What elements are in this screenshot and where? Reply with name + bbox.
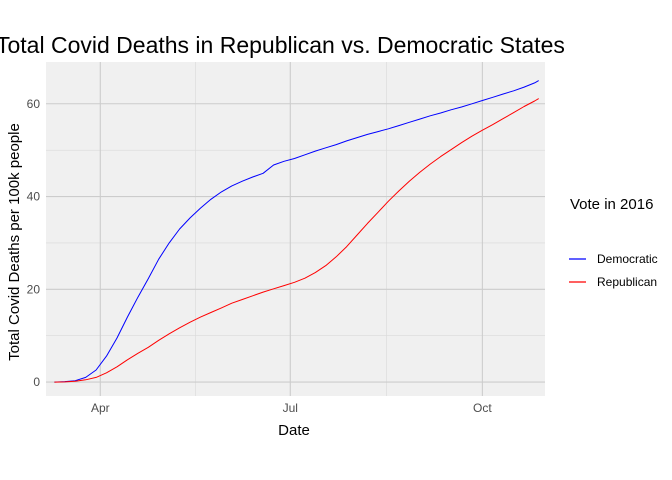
y-axis-tick-labels: 0 20 40 60 — [27, 97, 41, 389]
y-tick-label: 0 — [33, 375, 40, 389]
legend-label: Democratic — [597, 252, 658, 266]
x-axis-tick-labels: Apr Jul Oct — [91, 401, 492, 415]
major-gridlines — [46, 62, 545, 396]
legend-title: Vote in 2016 — [570, 196, 653, 213]
x-tick-label: Apr — [91, 401, 110, 415]
legend-item-democratic: Democratic — [569, 252, 658, 266]
minor-gridlines — [46, 62, 545, 396]
y-tick-label: 40 — [27, 190, 41, 204]
y-tick-label: 20 — [27, 282, 41, 296]
series-line-democratic — [54, 80, 539, 383]
y-tick-label: 60 — [27, 97, 41, 111]
legend-item-republican: Republican — [569, 275, 657, 289]
legend-items: Democratic Republican — [569, 252, 658, 289]
series-line-republican — [54, 98, 539, 383]
x-axis-title: Date — [278, 422, 310, 439]
y-axis-title: Total Covid Deaths per 100k people — [6, 123, 23, 361]
legend: Vote in 2016 Democratic Republican — [569, 196, 658, 289]
x-tick-label: Oct — [473, 401, 492, 415]
chart-title: Total Covid Deaths in Republican vs. Dem… — [0, 32, 565, 58]
x-tick-label: Jul — [283, 401, 298, 415]
plot-panel — [46, 62, 545, 396]
series-lines — [54, 80, 539, 383]
legend-label: Republican — [597, 275, 657, 289]
